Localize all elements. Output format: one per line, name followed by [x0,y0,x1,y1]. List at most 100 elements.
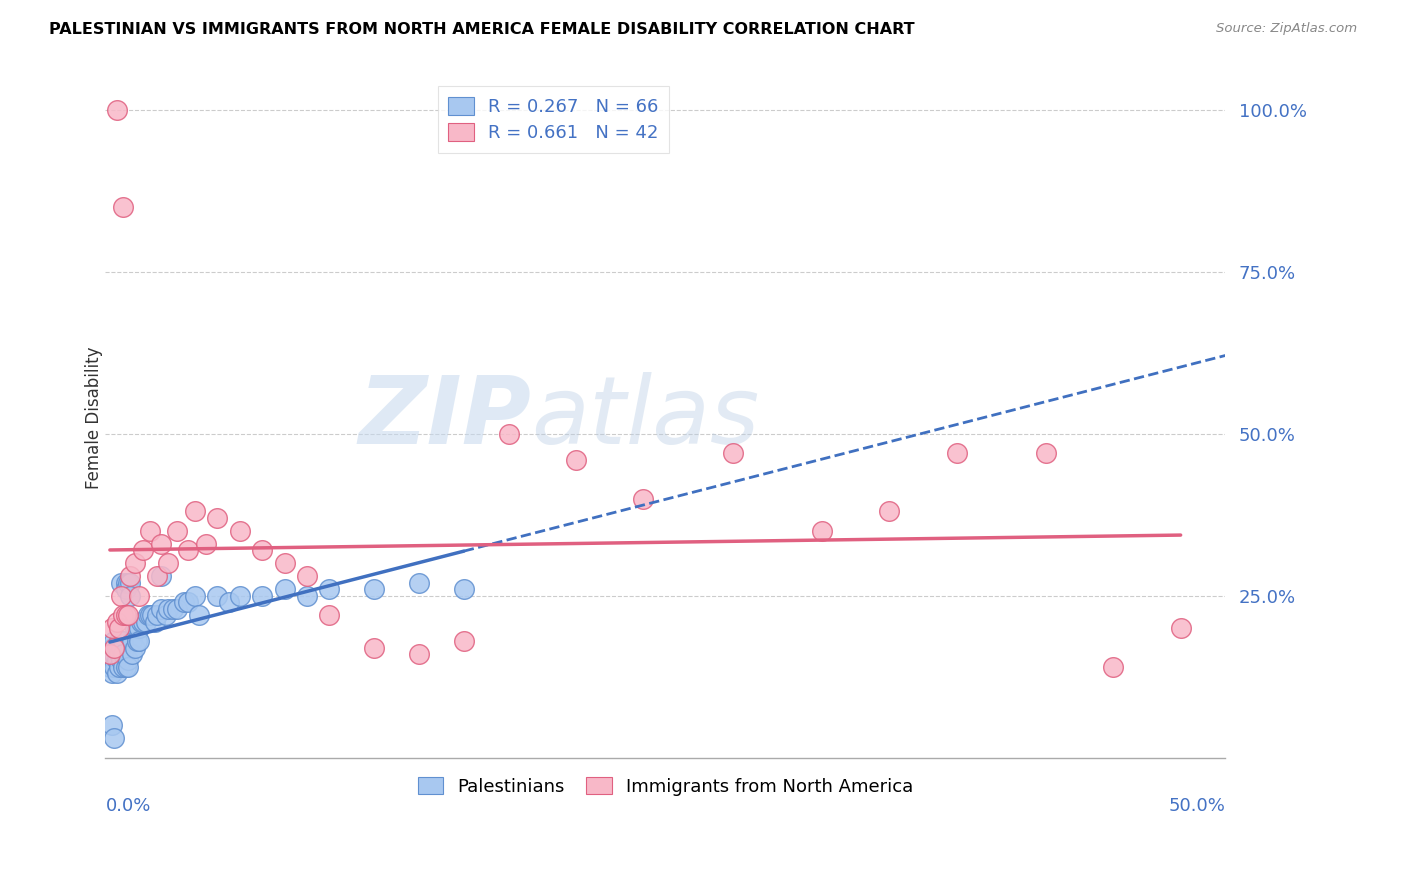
Point [184,589,207,603]
Point [117,575,139,590]
Point [101,718,124,732]
Point [945,446,967,460]
Point [157,557,180,571]
Point [118,575,141,590]
Point [162,601,184,615]
Text: Source: ZipAtlas.com: Source: ZipAtlas.com [1216,22,1357,36]
Point [318,582,340,597]
Text: 0.0%: 0.0% [105,797,150,814]
Point [150,537,173,551]
Point [177,595,200,609]
Point [105,653,128,667]
Point [117,653,139,667]
Point [121,647,143,661]
Point [114,575,136,590]
Point [103,660,125,674]
Point [155,608,177,623]
Point [218,595,240,609]
Point [1170,621,1192,635]
Point [103,731,125,746]
Point [136,608,159,623]
Point [157,601,180,615]
Point [177,543,200,558]
Text: ZIP: ZIP [359,372,531,464]
Point [128,634,150,648]
Point [105,615,128,629]
Point [124,557,146,571]
Point [125,634,148,648]
Point [139,608,162,623]
Point [408,647,430,661]
Point [811,524,834,538]
Point [108,621,131,635]
Point [108,634,131,648]
Point [117,608,139,623]
Point [101,666,124,681]
Point [139,524,162,538]
Point [110,653,132,667]
Point [1102,660,1125,674]
Point [125,621,148,635]
Point [132,615,155,629]
Point [112,647,135,661]
Point [98,647,121,661]
Legend: Palestinians, Immigrants from North America: Palestinians, Immigrants from North Amer… [411,770,921,803]
Point [105,666,128,681]
Point [110,575,132,590]
Point [150,601,173,615]
Point [408,575,430,590]
Point [631,491,654,506]
Point [166,524,188,538]
Point [250,543,273,558]
Point [498,426,520,441]
Point [146,608,169,623]
Point [565,452,588,467]
Point [112,634,135,648]
Point [188,608,211,623]
Point [98,647,121,661]
Point [141,608,163,623]
Point [132,543,155,558]
Point [112,608,135,623]
Point [207,589,229,603]
Point [295,569,318,583]
Point [128,621,150,635]
Point [108,660,131,674]
Point [318,608,340,623]
Point [273,582,295,597]
Point [273,557,295,571]
Point [295,589,318,603]
Point [117,660,139,674]
Point [129,615,152,629]
Point [879,504,901,518]
Point [114,608,136,623]
Point [101,640,124,655]
Point [229,524,252,538]
Point [363,640,385,655]
Text: 50.0%: 50.0% [1168,797,1226,814]
Point [105,103,128,117]
Point [721,446,744,460]
Point [110,640,132,655]
Point [173,595,195,609]
Point [105,640,128,655]
Point [207,511,229,525]
Point [108,647,131,661]
Point [128,589,150,603]
Text: PALESTINIAN VS IMMIGRANTS FROM NORTH AMERICA FEMALE DISABILITY CORRELATION CHART: PALESTINIAN VS IMMIGRANTS FROM NORTH AME… [49,22,915,37]
Point [112,200,135,214]
Point [103,640,125,655]
Point [114,582,136,597]
Point [101,653,124,667]
Point [453,582,475,597]
Point [1035,446,1057,460]
Point [101,621,124,635]
Point [124,621,146,635]
Point [98,660,121,674]
Point [166,601,188,615]
Point [363,582,385,597]
Point [118,569,141,583]
Point [184,504,207,518]
Point [150,569,173,583]
Point [110,589,132,603]
